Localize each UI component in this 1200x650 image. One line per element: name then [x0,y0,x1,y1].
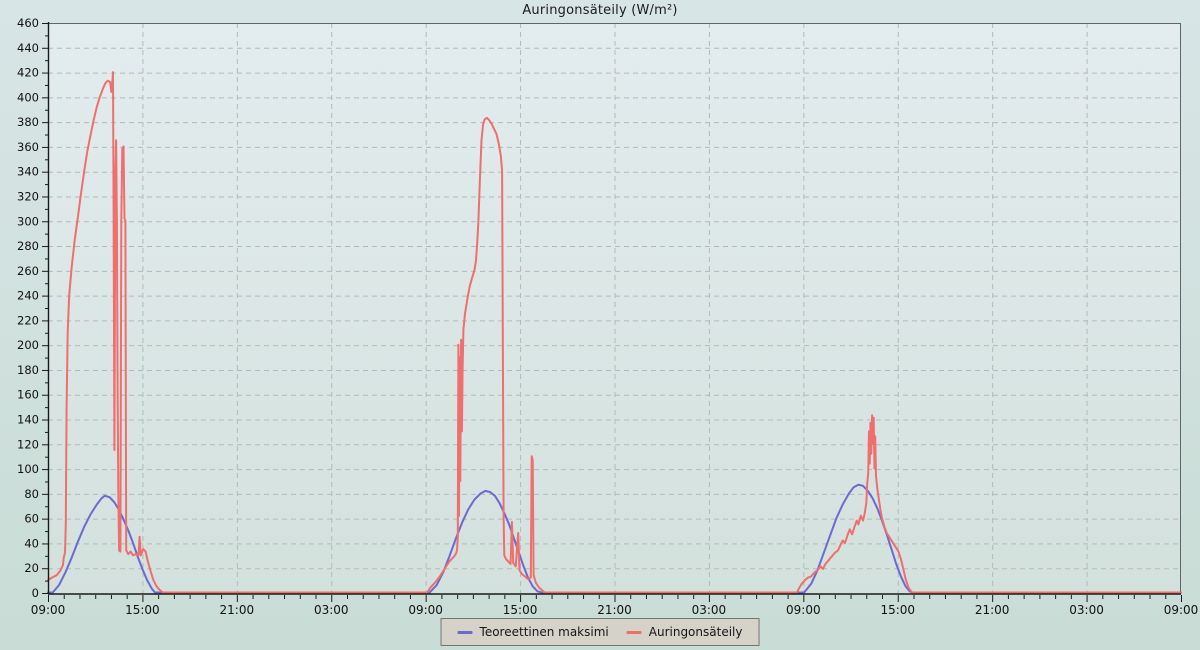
x-axis-tick-label: 03:00 [1069,603,1104,617]
y-axis-tick-label: 280 [17,239,39,253]
legend-item-auringonsateily: Auringonsäteily [626,625,743,639]
legend-line-swatch-red [626,630,642,634]
y-axis-tick-label: 100 [17,462,39,476]
x-axis-tick-label: 09:00 [408,603,443,617]
y-axis-tick-label: 420 [17,66,39,80]
y-axis-tick-label: 160 [17,388,39,402]
y-axis-tick-label: 220 [17,313,39,327]
x-axis-tick-label: 09:00 [1164,603,1199,617]
y-axis-tick-label: 440 [17,41,39,55]
legend-label-teoreettinen-maksimi: Teoreettinen maksimi [479,625,609,639]
y-axis-tick-label: 300 [17,214,39,228]
y-axis-tick-label: 380 [17,115,39,129]
y-axis-tick-label: 400 [17,90,39,104]
y-axis-tick-label: 20 [24,561,39,575]
plot-area: 09:00 15:00 21:00 03:00 09:00 15:00 21:00 03:00… [17,16,1198,617]
y-axis-tick-label: 360 [17,140,39,154]
y-axis-tick-label: 0 [32,586,39,600]
y-axis-tick-label: 260 [17,264,39,278]
legend-label-auringonsateily: Auringonsäteily [648,625,743,639]
chart-title: Auringonsäteily (W/m²) [522,3,678,18]
y-axis-tick-label: 460 [17,16,39,30]
x-axis-tick-label: 03:00 [314,603,349,617]
x-axis-tick-label: 21:00 [975,603,1010,617]
x-axis-tick-label: 09:00 [786,603,821,617]
y-axis-tick-label: 340 [17,165,39,179]
y-axis-tick-label: 60 [24,512,39,526]
x-axis-tick-label: 15:00 [503,603,538,617]
y-axis-tick-label: 80 [24,487,39,501]
chart-canvas: 09:00 15:00 21:00 03:00 09:00 15:00 21:00 03:00… [17,16,1198,617]
legend-box: Teoreettinen maksimi Auringonsäteily [440,618,760,646]
series-line-auringons-teily [47,71,1182,594]
y-axis-tick-label: 140 [17,413,39,427]
x-axis-tick-label: 03:00 [692,603,727,617]
y-axis-tick-label: 240 [17,289,39,303]
y-axis-tick-label: 180 [17,363,39,377]
legend-item-teoreettinen-maksimi: Teoreettinen maksimi [457,625,609,639]
plot-background [48,23,1181,594]
y-axis-tick-label: 120 [17,437,39,451]
x-axis-tick-label: 15:00 [125,603,160,617]
y-axis-tick-label: 40 [24,536,39,550]
x-axis-tick-label: 21:00 [220,603,255,617]
x-axis-tick-label: 09:00 [31,603,66,617]
series-line-teoreettinen-maksimi [47,483,1182,594]
x-axis-tick-label: 21:00 [597,603,632,617]
y-axis-tick-label: 200 [17,338,39,352]
y-axis-tick-label: 320 [17,189,39,203]
x-axis-tick-label: 15:00 [880,603,915,617]
legend-line-swatch-blue [457,630,473,634]
